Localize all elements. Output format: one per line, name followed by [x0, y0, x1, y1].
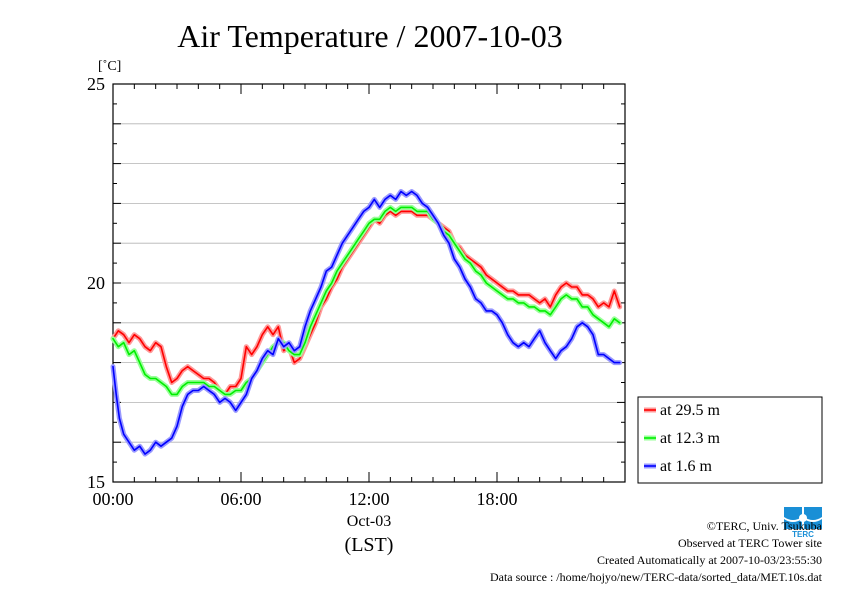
copyright-text: ©TERC, Univ. Tsukuba [706, 519, 822, 533]
x-tick-label: 12:00 [348, 489, 389, 509]
x-axis-date: Oct-03 [347, 513, 391, 530]
legend-label: at 1.6 m [660, 458, 713, 475]
legend-label: at 12.3 m [660, 430, 721, 447]
x-tick-label: 06:00 [220, 489, 261, 509]
source-text: Data source : /home/hojyo/new/TERC-data/… [489, 570, 822, 584]
x-tick-label: 18:00 [476, 489, 517, 509]
legend-label: at 29.5 m [660, 402, 721, 419]
y-tick-labels: 15 20 25 [87, 74, 105, 492]
x-tick-labels: 00:00 06:00 12:00 18:00 [92, 489, 517, 509]
grid-lines [113, 123, 625, 443]
site-text: Observed at TERC Tower site [677, 536, 822, 550]
y-tick-label: 25 [87, 74, 105, 94]
chart-title: Air Temperature / 2007-10-03 [177, 18, 563, 54]
terc-logo: TERC [782, 503, 824, 539]
x-tick-label: 00:00 [92, 489, 133, 509]
y-tick-label: 15 [87, 472, 105, 492]
series-line-1 [112, 206, 621, 396]
axis-ticks [112, 83, 626, 483]
credits-block: ©TERC, Univ. Tsukuba Observed at TERC To… [490, 518, 822, 586]
logo-text: TERC [792, 530, 814, 539]
series-line-2 [112, 190, 621, 455]
x-axis-label: (LST) [345, 534, 394, 556]
y-axis-unit: [˚C] [98, 59, 121, 74]
legend-box [637, 396, 823, 484]
created-text: Created Automatically at 2007-10-03/23:5… [597, 553, 822, 567]
y-tick-label: 20 [87, 273, 105, 293]
series-lines [110, 189, 623, 457]
legend: at 29.5 m at 12.3 m at 1.6 m [637, 396, 823, 484]
